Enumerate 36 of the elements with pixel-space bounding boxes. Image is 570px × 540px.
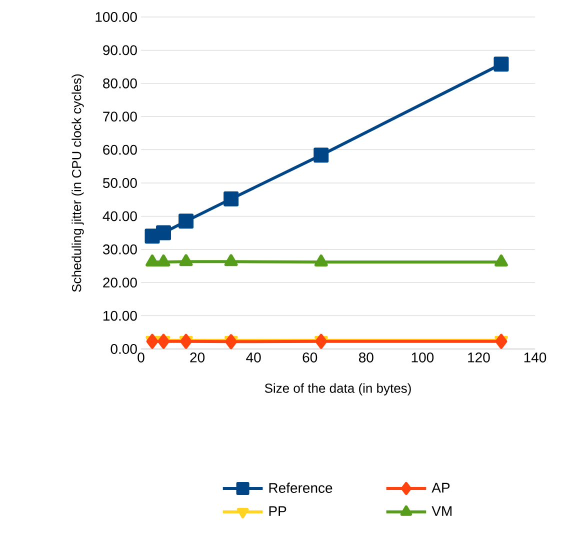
y-tick-label: 100.00	[96, 12, 137, 22]
y-tick-label: 90.00	[103, 45, 137, 56]
y-tick-label: 20.00	[103, 278, 137, 288]
x-axis-title: Size of the data (in bytes)	[264, 383, 411, 396]
legend-label: PP	[269, 506, 286, 516]
point	[179, 254, 193, 266]
point	[494, 56, 509, 72]
y-tick-label: 0.00	[110, 344, 137, 354]
point	[156, 225, 172, 240]
x-tick-label: 20	[190, 352, 205, 362]
y-tick-label: 50.00	[103, 178, 137, 188]
point	[314, 254, 328, 267]
x-tick-label: 140	[524, 352, 546, 362]
x-tick-label: 100	[412, 352, 434, 362]
x-tick-label: 40	[246, 352, 261, 362]
y-tick-label: 80.00	[103, 78, 137, 88]
y-tick-label: 70.00	[103, 112, 137, 122]
y-tick-label: 10.00	[104, 310, 137, 321]
point	[494, 254, 508, 267]
point	[146, 254, 159, 267]
point	[224, 254, 238, 266]
y-tick-label: 40.00	[102, 211, 137, 222]
point	[314, 148, 329, 163]
y-axis-title: Scheduling jitter (in CPU clock cycles)	[72, 74, 84, 292]
y-tick-label: 60.00	[103, 144, 137, 155]
point	[178, 214, 194, 229]
point	[224, 191, 239, 206]
point	[156, 254, 170, 267]
legend-label: VM	[432, 506, 452, 516]
x-tick-label: 0	[138, 352, 144, 362]
legend-label: Reference	[269, 482, 332, 493]
legend-label: AP	[432, 482, 450, 493]
x-tick-label: 60	[302, 352, 318, 362]
x-tick-label: 80	[358, 352, 374, 362]
y-tick-label: 30.00	[102, 244, 137, 254]
x-tick-label: 120	[468, 352, 490, 362]
